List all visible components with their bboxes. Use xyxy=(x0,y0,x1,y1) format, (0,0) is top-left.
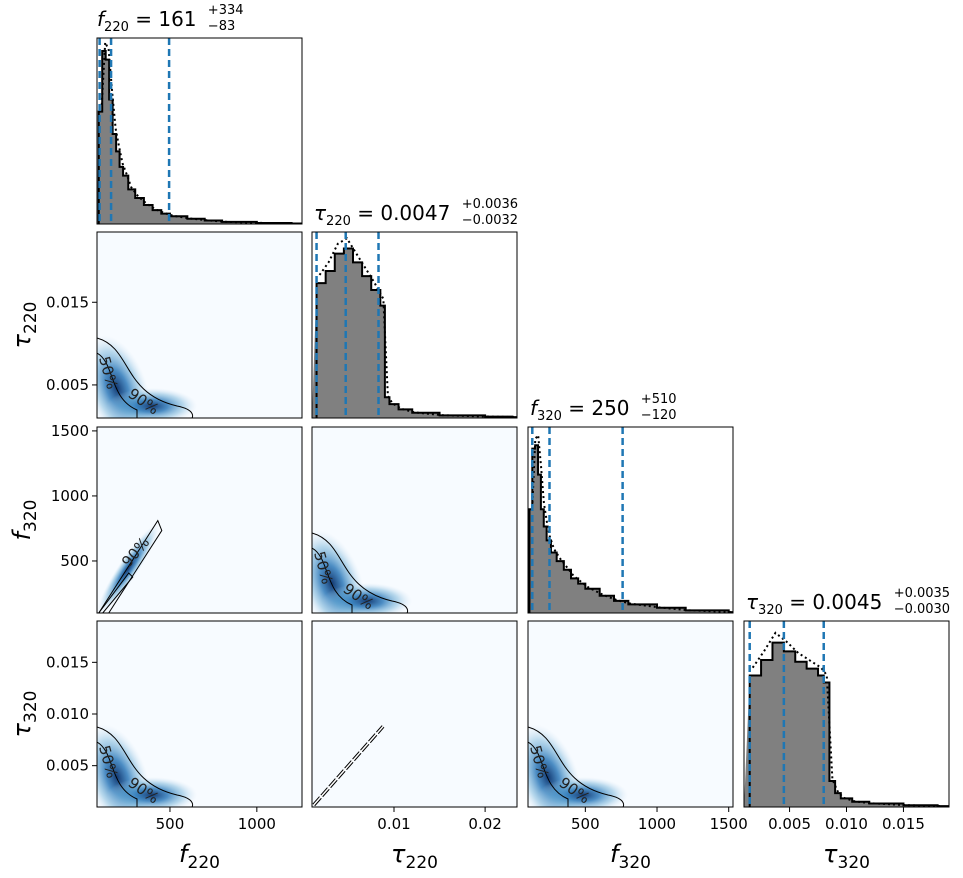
contour-90 xyxy=(528,726,625,807)
y-tick-label: 500 xyxy=(60,552,89,570)
x-tick-label: 500 xyxy=(571,815,600,833)
contour-50 xyxy=(97,741,138,807)
y-tick-label: 0.005 xyxy=(46,757,89,775)
density-blob xyxy=(322,583,412,613)
x-tick-label: 1000 xyxy=(638,815,676,833)
histogram-step xyxy=(315,247,517,419)
y-tick-label: 1500 xyxy=(51,422,89,440)
x-tick-label: 0.005 xyxy=(768,815,811,833)
panel-frame xyxy=(96,37,303,225)
contour-50 xyxy=(312,547,353,613)
x-axis-label: f320 xyxy=(610,840,651,873)
contour-50 xyxy=(528,741,569,807)
panel-tau220-hist: τ220 = 0.0047 +0.0036−0.0032 xyxy=(311,197,518,419)
panel-tau220-tau320 xyxy=(311,620,518,808)
contour-90 xyxy=(97,337,194,418)
panel-f220-tau220: 90%50% xyxy=(96,231,303,419)
panel-title: f220 = 161 xyxy=(97,7,197,35)
x-tick-label: 500 xyxy=(156,815,185,833)
histogram-step xyxy=(528,444,733,614)
histogram-dotted xyxy=(751,631,941,808)
panel-f320-tau320: 90%50% xyxy=(527,620,734,808)
x-axis-tau320: 0.005 0.010 0.015 τ320 xyxy=(768,807,925,873)
contour-90 xyxy=(312,532,409,613)
title-plus: +0.0036 xyxy=(462,197,518,212)
panel-f220-tau320: 90%50% xyxy=(96,620,303,808)
y-axis-label: τ220 xyxy=(8,302,41,349)
title-plus: +510 xyxy=(641,392,677,407)
panel-frame xyxy=(311,426,518,614)
y-axis-label: τ320 xyxy=(8,691,41,738)
x-axis-label: τ320 xyxy=(823,840,870,873)
panel-frame xyxy=(96,231,303,419)
contour-90 xyxy=(98,519,163,613)
y-tick-label: 0.010 xyxy=(46,705,89,723)
y-axis-f320: 500 1000 1500 f320 xyxy=(8,422,97,570)
title-plus: +334 xyxy=(208,3,244,18)
x-tick-label: 0.01 xyxy=(377,815,410,833)
panel-frame xyxy=(527,426,734,614)
y-axis-label: f320 xyxy=(8,500,41,541)
panel-bg xyxy=(312,621,517,807)
x-axis-f320: 500 1000 1500 f320 xyxy=(571,807,748,873)
title-minus: −83 xyxy=(208,19,235,34)
x-tick-label: 0.015 xyxy=(882,815,925,833)
histogram-dotted xyxy=(531,432,732,614)
panel-tau320-hist: τ320 = 0.0045 +0.0035−0.0030 xyxy=(743,586,950,808)
y-axis-tau220: 0.005 0.015 τ220 xyxy=(8,293,97,394)
panel-frame xyxy=(96,426,303,614)
density-blob xyxy=(107,388,197,418)
panel-f320-hist: f320 = 250 +510−120 xyxy=(527,392,734,614)
histogram-dotted xyxy=(318,236,516,419)
x-axis-label: f220 xyxy=(179,840,220,873)
contour-50 xyxy=(98,572,134,613)
x-tick-label: 0.010 xyxy=(825,815,868,833)
contour-50 xyxy=(97,352,138,418)
title-plus: +0.0035 xyxy=(894,586,950,601)
histogram-fill xyxy=(744,642,949,807)
y-tick-label: 0.005 xyxy=(46,376,89,394)
panel-frame xyxy=(311,231,518,419)
density xyxy=(312,725,385,807)
y-tick-label: 1000 xyxy=(51,487,89,505)
panel-frame xyxy=(527,620,734,808)
panel-tau220-f320: 90%50% xyxy=(311,426,518,614)
title-minus: −0.0032 xyxy=(462,213,518,228)
x-axis-tau220: 0.01 0.02 τ220 xyxy=(377,807,502,873)
contour-90 xyxy=(97,726,194,807)
y-tick-label: 0.015 xyxy=(46,293,89,311)
x-tick-label: 1000 xyxy=(238,815,276,833)
y-axis-tau320: 0.005 0.010 0.015 τ320 xyxy=(8,653,97,775)
density: 90%50% xyxy=(97,335,197,418)
histogram-fill xyxy=(312,248,517,418)
density-blob xyxy=(538,777,628,807)
x-axis-f220: 500 1000 f220 xyxy=(156,807,276,873)
density: 90%50% xyxy=(528,724,628,807)
density-blob xyxy=(107,777,197,807)
histogram-fill xyxy=(97,51,302,224)
title-minus: −0.0030 xyxy=(894,602,950,617)
density: 90%50% xyxy=(97,724,197,807)
x-axis-label: τ220 xyxy=(391,840,438,873)
panel-f220-f320: 90% xyxy=(96,426,303,614)
density: 90%50% xyxy=(312,530,412,613)
x-tick-label: 0.02 xyxy=(468,815,501,833)
y-tick-label: 0.015 xyxy=(46,653,89,671)
panel-f220-hist: f220 = 161 +334−83 xyxy=(96,3,303,225)
x-tick-label: 1500 xyxy=(710,815,748,833)
panel-title: τ320 = 0.0045 xyxy=(746,590,882,618)
panel-frame xyxy=(311,620,518,808)
contour-50 xyxy=(313,725,384,806)
panel-title: τ220 = 0.0047 xyxy=(314,201,450,229)
title-minus: −120 xyxy=(641,408,677,423)
panel-title: f320 = 250 xyxy=(530,396,630,424)
